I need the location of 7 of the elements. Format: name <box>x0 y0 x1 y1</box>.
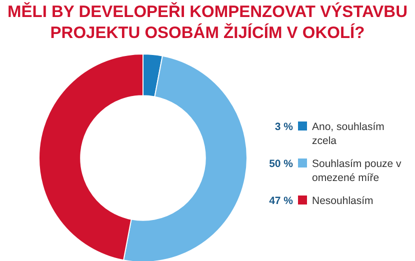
legend-label: Souhlasím pouze v omezené míře <box>312 158 402 184</box>
chart-title: MĚLI BY DEVELOPEŘI KOMPENZOVAT VÝSTAVBU PROJEKTU OSOBÁM ŽIJÍCÍM V OKOLÍ? <box>7 2 408 42</box>
legend-label: Nesouhlasím <box>312 195 374 207</box>
data-label: 47 % <box>269 195 294 207</box>
data-label: 3 % <box>274 121 294 133</box>
data-label: 50 % <box>269 158 294 170</box>
legend-label: Ano, souhlasím zcela <box>312 121 385 147</box>
